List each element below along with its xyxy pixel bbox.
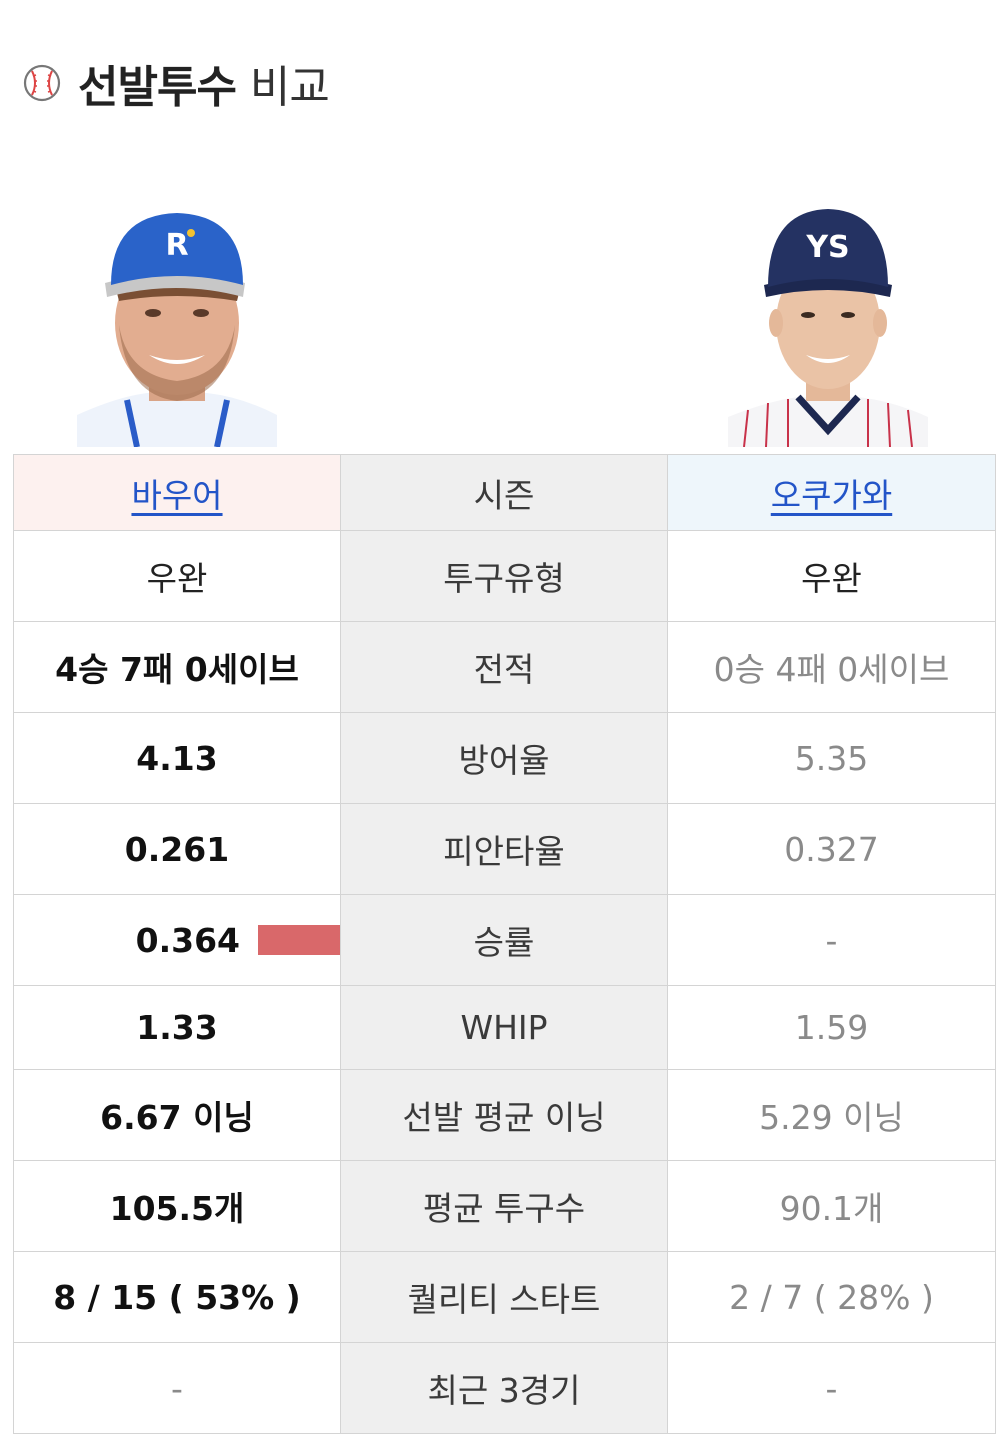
left-value: - xyxy=(13,1342,341,1434)
player-photo-right: YS xyxy=(728,205,928,447)
left-value: 0.364 xyxy=(135,920,240,960)
right-player-link[interactable]: 오쿠가와 xyxy=(770,475,893,515)
left-value: 1.33 xyxy=(13,985,341,1070)
row-label: 방어율 xyxy=(340,712,668,804)
left-value-with-bar: 0.364 xyxy=(13,894,341,986)
right-value: 5.29 이닝 xyxy=(667,1069,996,1161)
right-value: 0.327 xyxy=(667,803,996,895)
player-photo-left: R xyxy=(77,205,277,447)
left-value: 105.5개 xyxy=(13,1160,341,1252)
left-player-link[interactable]: 바우어 xyxy=(131,475,223,515)
table-row: 4승 7패 0세이브 전적 0승 4패 0세이브 xyxy=(13,621,996,713)
row-label: 승률 xyxy=(340,894,668,986)
table-row: 6.67 이닝 선발 평균 이닝 5.29 이닝 xyxy=(13,1069,996,1161)
left-value: 0.261 xyxy=(13,803,341,895)
right-value: 1.59 xyxy=(667,985,996,1070)
right-value: 90.1개 xyxy=(667,1160,996,1252)
right-value: 5.35 xyxy=(667,712,996,804)
table-row: 0.364 승률 - xyxy=(13,894,996,986)
section-subtitle: 비교 xyxy=(249,62,330,113)
section-title: 선발투수 xyxy=(78,62,237,113)
comparison-table: 바우어 시즌 오쿠가와 우완 투구유형 우완 4승 7패 0세이브 전적 0승 … xyxy=(13,454,996,1434)
left-player-header: 바우어 xyxy=(13,454,341,531)
left-value: 4.13 xyxy=(13,712,341,804)
section-header: 선발투수 비교 xyxy=(22,48,330,118)
table-row: 우완 투구유형 우완 xyxy=(13,530,996,622)
svg-text:R: R xyxy=(165,228,188,263)
table-row: 105.5개 평균 투구수 90.1개 xyxy=(13,1160,996,1252)
table-row: 8 / 15 ( 53% ) 퀄리티 스타트 2 / 7 ( 28% ) xyxy=(13,1251,996,1343)
left-value: 6.67 이닝 xyxy=(13,1069,341,1161)
row-label: 전적 xyxy=(340,621,668,713)
row-label: 퀄리티 스타트 xyxy=(340,1251,668,1343)
row-label: 선발 평균 이닝 xyxy=(340,1069,668,1161)
right-player-header: 오쿠가와 xyxy=(667,454,996,531)
left-value: 우완 xyxy=(13,530,341,622)
table-row: - 최근 3경기 - xyxy=(13,1342,996,1434)
row-label: 평균 투구수 xyxy=(340,1160,668,1252)
right-value: 0승 4패 0세이브 xyxy=(667,621,996,713)
table-row: 1.33 WHIP 1.59 xyxy=(13,985,996,1070)
left-value: 8 / 15 ( 53% ) xyxy=(13,1251,341,1343)
right-value: - xyxy=(667,894,996,986)
baseball-icon xyxy=(23,64,61,102)
row-label: 피안타율 xyxy=(340,803,668,895)
table-row: 4.13 방어율 5.35 xyxy=(13,712,996,804)
table-row: 0.261 피안타율 0.327 xyxy=(13,803,996,895)
win-rate-bar xyxy=(258,925,340,955)
row-label: WHIP xyxy=(340,985,668,1070)
table-header-row: 바우어 시즌 오쿠가와 xyxy=(13,454,996,531)
right-value: 2 / 7 ( 28% ) xyxy=(667,1251,996,1343)
season-header: 시즌 xyxy=(340,454,668,531)
svg-text:YS: YS xyxy=(805,230,849,265)
row-label: 최근 3경기 xyxy=(340,1342,668,1434)
right-value: - xyxy=(667,1342,996,1434)
left-value: 4승 7패 0세이브 xyxy=(13,621,341,713)
row-label: 투구유형 xyxy=(340,530,668,622)
right-value: 우완 xyxy=(667,530,996,622)
